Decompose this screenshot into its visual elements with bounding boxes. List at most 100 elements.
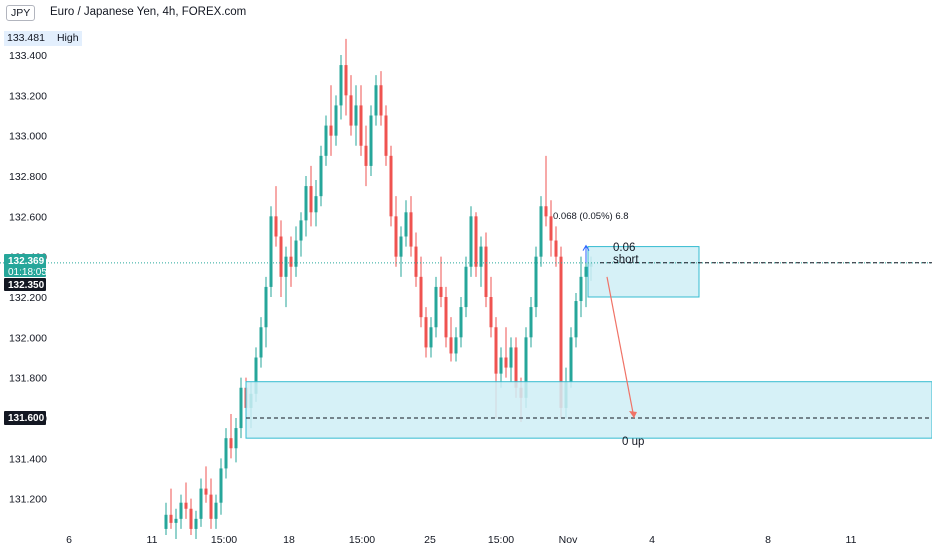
up-zone-box[interactable] bbox=[245, 381, 932, 439]
candle[interactable] bbox=[384, 105, 388, 166]
candle[interactable] bbox=[269, 206, 273, 297]
candle[interactable] bbox=[544, 155, 548, 227]
candle[interactable] bbox=[284, 246, 288, 308]
candle[interactable] bbox=[299, 212, 303, 257]
candle[interactable] bbox=[414, 232, 418, 287]
candle[interactable] bbox=[319, 145, 323, 207]
candle-body bbox=[359, 105, 363, 146]
candle[interactable] bbox=[234, 418, 238, 463]
candle[interactable] bbox=[344, 38, 348, 116]
candle[interactable] bbox=[419, 256, 423, 328]
candle-body bbox=[499, 357, 503, 374]
candle[interactable] bbox=[179, 494, 183, 529]
candle-body bbox=[374, 85, 378, 116]
candle[interactable] bbox=[424, 307, 428, 358]
candle[interactable] bbox=[239, 377, 243, 439]
candle[interactable] bbox=[354, 85, 358, 146]
candle[interactable] bbox=[194, 510, 198, 539]
candle[interactable] bbox=[399, 226, 403, 277]
candle[interactable] bbox=[479, 236, 483, 287]
candle[interactable] bbox=[279, 220, 283, 297]
candle[interactable] bbox=[334, 95, 338, 146]
short-zone-box[interactable] bbox=[587, 246, 700, 298]
candle[interactable] bbox=[574, 292, 578, 348]
candle[interactable] bbox=[429, 317, 433, 358]
candle[interactable] bbox=[204, 466, 208, 503]
candle[interactable] bbox=[534, 246, 538, 318]
candle-body bbox=[179, 502, 183, 519]
candle[interactable] bbox=[474, 212, 478, 277]
candle[interactable] bbox=[349, 75, 353, 136]
candle[interactable] bbox=[264, 276, 268, 348]
candle-body bbox=[554, 240, 558, 257]
candle[interactable] bbox=[579, 256, 583, 318]
candle[interactable] bbox=[214, 494, 218, 529]
candle[interactable] bbox=[499, 347, 503, 388]
symbol-badge[interactable]: JPY bbox=[6, 5, 36, 21]
candle[interactable] bbox=[314, 180, 318, 227]
candle[interactable] bbox=[184, 482, 188, 519]
candle[interactable] bbox=[359, 85, 363, 156]
candle-body bbox=[509, 347, 513, 368]
candle[interactable] bbox=[444, 286, 448, 348]
candle[interactable] bbox=[454, 327, 458, 362]
candle[interactable] bbox=[489, 276, 493, 338]
candle[interactable] bbox=[434, 276, 438, 338]
candle[interactable] bbox=[274, 186, 278, 247]
candle-body bbox=[239, 387, 243, 429]
candle[interactable] bbox=[504, 327, 508, 378]
candle[interactable] bbox=[329, 85, 333, 156]
candle[interactable] bbox=[464, 256, 468, 318]
x-axis[interactable]: 6 11 15:00 18 15:00 25 15:00 Nov 4 8 11 bbox=[66, 534, 857, 546]
candle[interactable] bbox=[209, 478, 213, 529]
candle[interactable] bbox=[584, 260, 588, 308]
candle[interactable] bbox=[569, 327, 573, 388]
candle[interactable] bbox=[379, 71, 383, 126]
candle-body bbox=[334, 105, 338, 136]
candle[interactable] bbox=[199, 478, 203, 527]
candle[interactable] bbox=[289, 236, 293, 287]
candle[interactable] bbox=[174, 508, 178, 539]
candle-body bbox=[579, 276, 583, 302]
candle[interactable] bbox=[324, 115, 328, 166]
candle[interactable] bbox=[189, 498, 193, 535]
candle[interactable] bbox=[309, 165, 313, 227]
candle-body bbox=[184, 502, 188, 509]
candle[interactable] bbox=[369, 105, 373, 176]
candle[interactable] bbox=[394, 196, 398, 267]
candle[interactable] bbox=[374, 75, 378, 126]
candle[interactable] bbox=[549, 200, 553, 257]
candle[interactable] bbox=[164, 502, 168, 535]
y-tick-label: 131.400 bbox=[9, 453, 47, 465]
candle[interactable] bbox=[229, 413, 233, 459]
candle[interactable] bbox=[364, 125, 368, 187]
candle[interactable] bbox=[389, 145, 393, 227]
candle-body bbox=[269, 216, 273, 287]
candle-body bbox=[264, 286, 268, 328]
candle[interactable] bbox=[294, 226, 298, 277]
candle[interactable] bbox=[484, 232, 488, 308]
candle[interactable] bbox=[449, 317, 453, 362]
candle[interactable] bbox=[304, 176, 308, 237]
candle[interactable] bbox=[529, 297, 533, 348]
candle[interactable] bbox=[169, 488, 173, 529]
candle[interactable] bbox=[554, 226, 558, 267]
candle-body bbox=[449, 337, 453, 354]
candle[interactable] bbox=[219, 458, 223, 515]
candle[interactable] bbox=[439, 256, 443, 308]
candle[interactable] bbox=[339, 55, 343, 120]
candle-body bbox=[194, 518, 198, 529]
price-tag-text: 132.350 bbox=[8, 280, 45, 291]
candle[interactable] bbox=[469, 206, 473, 277]
candle[interactable] bbox=[539, 196, 543, 267]
candle[interactable] bbox=[459, 297, 463, 348]
candle[interactable] bbox=[509, 337, 513, 382]
candle[interactable] bbox=[409, 196, 413, 257]
candle[interactable] bbox=[224, 428, 228, 479]
candle[interactable] bbox=[404, 200, 408, 247]
x-tick-label: 4 bbox=[649, 534, 655, 546]
candle[interactable] bbox=[259, 317, 263, 368]
